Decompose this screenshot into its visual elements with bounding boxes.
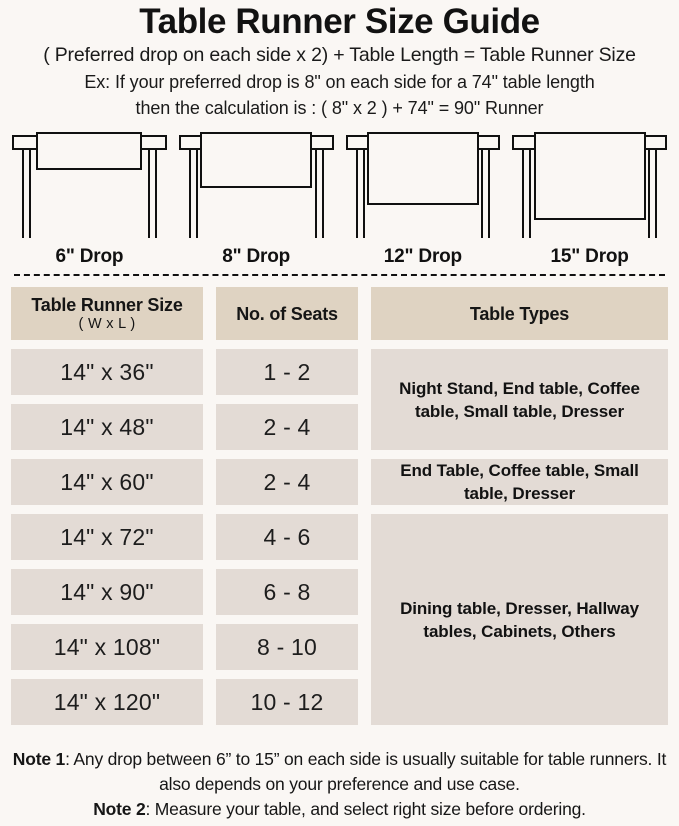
table-leg-left: [522, 148, 532, 238]
header-seats: No. of Seats: [216, 287, 358, 340]
note-1: Note 1: Any drop between 6” to 15” on ea…: [8, 747, 671, 797]
table-leg-right: [147, 148, 157, 238]
table-cell-size: 14" x 60": [11, 459, 203, 505]
table-cell-seats: 2 - 4: [216, 404, 358, 450]
note-1-label: Note 1: [12, 749, 66, 769]
drop-diagram-8: 8" Drop: [173, 128, 340, 267]
header-runner-size: Table Runner Size ( W x L ): [11, 287, 203, 340]
table-cell-seats: 2 - 4: [216, 459, 358, 505]
header-seats-label: No. of Seats: [236, 303, 338, 324]
page-header: Table Runner Size Guide ( Preferred drop…: [0, 0, 679, 121]
example-line-2: then the calculation is : ( 8" x 2 ) + 7…: [135, 98, 544, 118]
note-1-text: : Any drop between 6” to 15” on each sid…: [65, 749, 667, 794]
page-title: Table Runner Size Guide: [139, 2, 540, 41]
column-seats: No. of Seats 1 - 2 2 - 4 2 - 4 4 - 6 6 -…: [216, 287, 358, 734]
table-cell-size: 14" x 36": [11, 349, 203, 395]
section-divider: [14, 274, 665, 276]
drop-diagram-15: 15" Drop: [506, 128, 673, 267]
runner-shape: [36, 132, 143, 170]
table-leg-left: [355, 148, 365, 238]
table-cell-size: 14" x 48": [11, 404, 203, 450]
note-2-text: : Measure your table, and select right s…: [145, 799, 586, 819]
table-cell-types: End Table, Coffee table, Small table, Dr…: [371, 459, 668, 505]
column-table-types: Table Types Night Stand, End table, Coff…: [371, 287, 668, 734]
formula-text: ( Preferred drop on each side x 2) + Tab…: [43, 44, 636, 66]
table-leg-right: [648, 148, 657, 238]
table-cell-size: 14" x 120": [11, 679, 203, 725]
footer-notes: Note 1: Any drop between 6” to 15” on ea…: [0, 747, 679, 822]
table-cell-size: 14" x 72": [11, 514, 203, 560]
table-leg-left: [188, 148, 198, 238]
drop-label: 15" Drop: [550, 246, 629, 267]
drop-diagrams: 6" Drop 8" Drop 12" Drop 15" Drop: [0, 128, 679, 267]
header-runner-size-sublabel: ( W x L ): [78, 316, 136, 332]
drop-diagram-12: 12" Drop: [340, 128, 507, 267]
drop-label: 12" Drop: [383, 246, 462, 267]
column-runner-size: Table Runner Size ( W x L ) 14" x 36" 14…: [11, 287, 203, 734]
drop-label: 8" Drop: [222, 246, 291, 267]
drop-diagram-6: 6" Drop: [6, 128, 173, 267]
table-cell-seats: 4 - 6: [216, 514, 358, 560]
example-line-1: Ex: If your preferred drop is 8" on each…: [84, 72, 595, 92]
table-cell-seats: 1 - 2: [216, 349, 358, 395]
header-table-types: Table Types: [371, 287, 668, 340]
note-2-label: Note 2: [93, 799, 146, 819]
header-table-types-label: Table Types: [469, 303, 570, 324]
table-cell-types: Night Stand, End table, Coffee table, Sm…: [371, 349, 668, 450]
size-table: Table Runner Size ( W x L ) 14" x 36" 14…: [11, 287, 668, 734]
note-2: Note 2: Measure your table, and select r…: [8, 797, 671, 822]
header-runner-size-label: Table Runner Size: [31, 295, 183, 315]
runner-shape: [533, 132, 646, 220]
runner-shape: [200, 132, 313, 188]
runner-shape: [366, 132, 479, 205]
table-cell-seats: 6 - 8: [216, 569, 358, 615]
table-cell-seats: 8 - 10: [216, 624, 358, 670]
table-cell-seats: 10 - 12: [216, 679, 358, 725]
table-leg-right: [481, 148, 491, 238]
table-leg-right: [314, 148, 324, 238]
table-cell-size: 14" x 108": [11, 624, 203, 670]
drop-label: 6" Drop: [55, 246, 124, 267]
table-cell-types: Dining table, Dresser, Hallway tables, C…: [371, 514, 668, 725]
table-cell-size: 14" x 90": [11, 569, 203, 615]
table-leg-left: [22, 148, 31, 238]
